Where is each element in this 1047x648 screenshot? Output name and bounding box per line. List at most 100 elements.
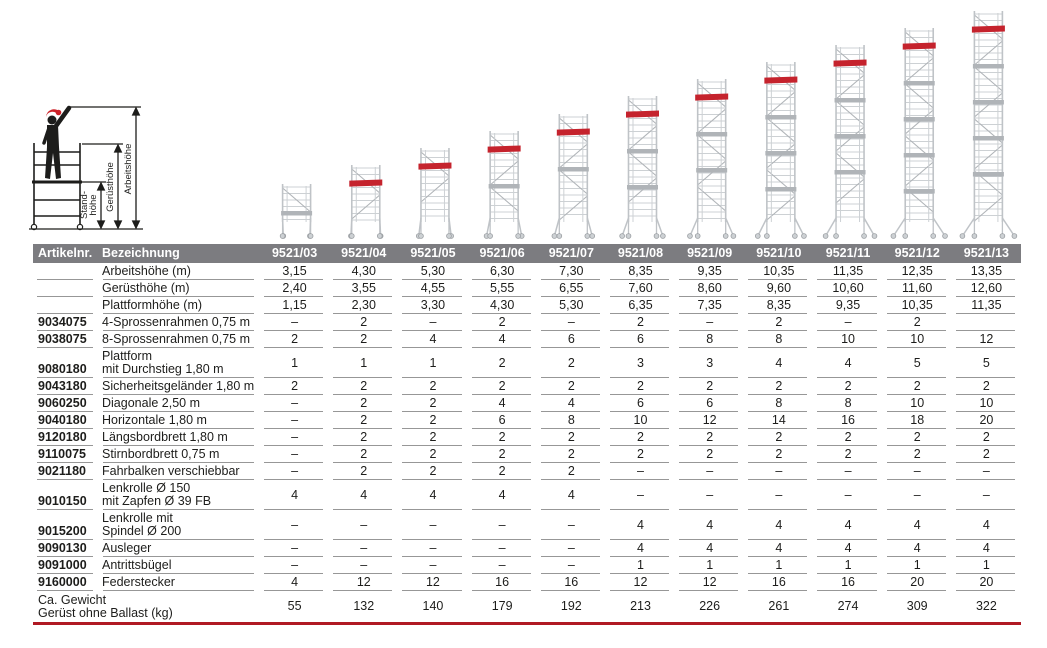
value-cell: 4 bbox=[398, 480, 467, 510]
label-arbeitshoehe: Arbeitshöhe bbox=[123, 144, 134, 195]
value-cell: 12 bbox=[675, 574, 744, 591]
table-row-9015200: 9015200 Lenkrolle mit Spindel Ø 200– – – – –4 4… bbox=[33, 510, 1021, 540]
value-cell: – bbox=[260, 463, 329, 480]
label-cell: Lenkrolle Ø 150 mit Zapfen Ø 39 FB bbox=[99, 480, 260, 510]
weight-value-cell: 274 bbox=[837, 599, 859, 613]
value-cell: 11,35 bbox=[952, 297, 1021, 314]
value-cell: – bbox=[606, 480, 675, 510]
value-cell: 16 bbox=[744, 574, 813, 591]
value-cell: 2 bbox=[398, 463, 467, 480]
reference-lines bbox=[29, 106, 143, 230]
value-cell: 20 bbox=[952, 412, 1021, 429]
column-header-9521-06: 9521/06 bbox=[479, 246, 525, 260]
scaffold-tower-9521-11 bbox=[822, 45, 878, 239]
table-row-ger-sth-he-m-: Gerüsthöhe (m) 2,40 3,55 4,55 5,55 6,55 7,60 8,… bbox=[33, 280, 1021, 297]
value-cell: – bbox=[537, 510, 606, 540]
scaffold-tower-9521-06 bbox=[483, 131, 525, 239]
scaffold-tower-9521-05 bbox=[415, 148, 454, 239]
label-cell: Fahrbalken verschiebbar bbox=[99, 463, 260, 480]
value-cell: 10,60 bbox=[813, 280, 882, 297]
label-cell: 4-Sprossenrahmen 0,75 m bbox=[99, 314, 260, 331]
value-cell: 4 bbox=[329, 480, 398, 510]
scaffold-tower-9521-10 bbox=[754, 62, 807, 239]
table-row-9090130: 9090130 Ausleger – – – – –4 4 4 4 4 4 bbox=[33, 540, 1021, 557]
value-cell: 2 bbox=[468, 348, 537, 378]
value-cell: 16 bbox=[813, 574, 882, 591]
value-cell: – bbox=[744, 480, 813, 510]
value-cell: 12 bbox=[606, 574, 675, 591]
value-cell: 1 bbox=[744, 557, 813, 574]
value-cell: 5 bbox=[883, 348, 952, 378]
value-cell: 16 bbox=[537, 574, 606, 591]
value-cell: 2 bbox=[398, 446, 467, 463]
value-cell: 1 bbox=[813, 557, 882, 574]
value-cell: 8 bbox=[744, 395, 813, 412]
value-cell: 4 bbox=[744, 348, 813, 378]
weight-value-cell: 140 bbox=[422, 599, 444, 613]
column-header-9521-13: 9521/13 bbox=[963, 246, 1009, 260]
value-cell: 2,40 bbox=[260, 280, 329, 297]
value-cell: 6,30 bbox=[468, 263, 537, 280]
label-standhoehe-2: höhe bbox=[88, 194, 99, 215]
table-row-9091000: 9091000 Antrittsbügel – – – – –1 1 1 1 1 1 bbox=[33, 557, 1021, 574]
value-cell: 2 bbox=[537, 429, 606, 446]
value-cell: 4 bbox=[744, 510, 813, 540]
scaffold-tower-9521-09 bbox=[687, 79, 737, 239]
value-cell: – bbox=[537, 557, 606, 574]
value-cell: 4 bbox=[606, 540, 675, 557]
column-header-9521-10: 9521/10 bbox=[756, 246, 802, 260]
value-cell: 8 bbox=[744, 331, 813, 348]
artnr-cell: 9010150 bbox=[33, 480, 99, 510]
value-cell: 12 bbox=[329, 574, 398, 591]
value-cell: – bbox=[468, 557, 537, 574]
value-cell: 2 bbox=[675, 429, 744, 446]
value-cell: 2 bbox=[744, 429, 813, 446]
value-cell: 9,60 bbox=[744, 280, 813, 297]
value-cell: 2 bbox=[329, 378, 398, 395]
value-cell: – bbox=[260, 395, 329, 412]
label-cell: Arbeitshöhe (m) bbox=[99, 263, 260, 280]
value-cell: 2 bbox=[537, 348, 606, 378]
value-cell: – bbox=[744, 463, 813, 480]
weight-label: Ca. Gewicht Gerüst ohne Ballast (kg) bbox=[38, 593, 173, 620]
label-cell: Ausleger bbox=[99, 540, 260, 557]
artnr-cell: 9120180 bbox=[33, 429, 99, 446]
value-cell: 2 bbox=[883, 429, 952, 446]
value-cell: 6 bbox=[675, 395, 744, 412]
value-cell: 2 bbox=[813, 446, 882, 463]
value-cell: 10 bbox=[813, 331, 882, 348]
value-cell: 4 bbox=[468, 331, 537, 348]
value-cell: 3 bbox=[606, 348, 675, 378]
scaffold-tower-9521-13 bbox=[959, 11, 1018, 239]
table-row-9038075: 9038075 8-Sprossenrahmen 0,75 m 2 2 4 4 6 6 8 8 10… bbox=[33, 331, 1021, 348]
value-cell: 2 bbox=[260, 331, 329, 348]
value-cell: 2 bbox=[398, 395, 467, 412]
table-header: Artikelnr. Bezeichnung 9521/03 9521/04 9521/… bbox=[33, 244, 1021, 263]
artnr-cell: 9043180 bbox=[33, 378, 99, 395]
height-pictogram: Stand- höhe Gerüsthöhe Arbeitshöhe bbox=[29, 105, 143, 231]
label-cell: Sicherheitsgeländer 1,80 m bbox=[99, 378, 260, 395]
value-cell: – bbox=[329, 510, 398, 540]
value-cell: 3 bbox=[675, 348, 744, 378]
value-cell: – bbox=[675, 480, 744, 510]
value-cell: 3,30 bbox=[398, 297, 467, 314]
worker-icon bbox=[42, 105, 72, 179]
value-cell: 20 bbox=[952, 574, 1021, 591]
value-cell: – bbox=[675, 463, 744, 480]
value-cell: 20 bbox=[883, 574, 952, 591]
value-cell: 2 bbox=[606, 314, 675, 331]
value-cell: 2 bbox=[952, 446, 1021, 463]
table-row-9040180: 9040180 Horizontale 1,80 m –2 2 6 8 10 12 14 16 18… bbox=[33, 412, 1021, 429]
value-cell: – bbox=[260, 510, 329, 540]
value-cell: 1 bbox=[329, 348, 398, 378]
value-cell: 4 bbox=[744, 540, 813, 557]
value-cell: 16 bbox=[813, 412, 882, 429]
value-cell: 10 bbox=[606, 412, 675, 429]
value-cell: 2 bbox=[468, 463, 537, 480]
scaffold-tower-9521-12 bbox=[890, 28, 948, 239]
value-cell: 1 bbox=[398, 348, 467, 378]
value-cell: 1 bbox=[952, 557, 1021, 574]
value-cell: 9,35 bbox=[813, 297, 882, 314]
